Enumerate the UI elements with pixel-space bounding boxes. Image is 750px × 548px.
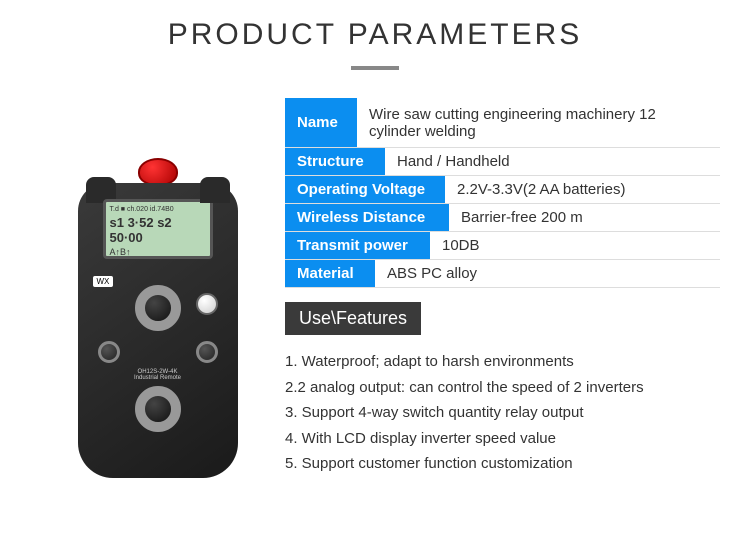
- spec-row: Wireless DistanceBarrier-free 200 m: [285, 204, 720, 232]
- spec-value: Wire saw cutting engineering machinery 1…: [357, 98, 720, 147]
- knob-1-icon: [135, 285, 181, 331]
- estop-button-icon: [138, 158, 178, 186]
- spec-label: Transmit power: [285, 232, 430, 259]
- spec-area: NameWire saw cutting engineering machine…: [285, 98, 720, 478]
- screen-values: s1 3·52 s2 50·00: [110, 215, 206, 245]
- spec-value: Barrier-free 200 m: [449, 204, 720, 231]
- feature-item: 3. Support 4-way switch quantity relay o…: [285, 400, 720, 426]
- spec-value: ABS PC alloy: [375, 260, 720, 287]
- spec-value: 10DB: [430, 232, 720, 259]
- spec-label: Operating Voltage: [285, 176, 445, 203]
- spec-row: Transmit power10DB: [285, 232, 720, 260]
- spec-row: MaterialABS PC alloy: [285, 260, 720, 288]
- feature-item: 2.2 analog output: can control the speed…: [285, 375, 720, 401]
- spec-row: NameWire saw cutting engineering machine…: [285, 98, 720, 148]
- screen-status: T.d ■ ch.020 id.74B0: [110, 206, 206, 213]
- lcd-screen: T.d ■ ch.020 id.74B0 s1 3·52 s2 50·00 A↑…: [103, 199, 213, 259]
- feature-item: 5. Support customer function customizati…: [285, 451, 720, 477]
- spec-label: Material: [285, 260, 375, 287]
- remote-illustration: T.d ■ ch.020 id.74B0 s1 3·52 s2 50·00 A↑…: [78, 158, 238, 478]
- model-label: OH12S-2W-4K Industrial Remote: [93, 369, 223, 381]
- joystick-right-icon: [196, 341, 218, 363]
- joystick-left-icon: [98, 341, 120, 363]
- knob-2-icon: [135, 386, 181, 432]
- features-header: Use\Features: [285, 302, 421, 335]
- spec-value: 2.2V-3.3V(2 AA batteries): [445, 176, 720, 203]
- white-button-icon: [196, 293, 218, 315]
- product-image-area: T.d ■ ch.020 id.74B0 s1 3·52 s2 50·00 A↑…: [30, 98, 285, 478]
- page-title: PRODUCT PARAMETERS: [0, 0, 750, 52]
- spec-label: Structure: [285, 148, 385, 175]
- spec-value: Hand / Handheld: [385, 148, 720, 175]
- brand-label: WX: [93, 276, 114, 287]
- screen-indicators: A↑B↑: [110, 247, 206, 257]
- spec-row: StructureHand / Handheld: [285, 148, 720, 176]
- feature-item: 4. With LCD display inverter speed value: [285, 426, 720, 452]
- feature-item: 1. Waterproof; adapt to harsh environmen…: [285, 349, 720, 375]
- features-list: 1. Waterproof; adapt to harsh environmen…: [285, 349, 720, 477]
- spec-row: Operating Voltage2.2V-3.3V(2 AA batterie…: [285, 176, 720, 204]
- spec-label: Wireless Distance: [285, 204, 449, 231]
- spec-label: Name: [285, 98, 357, 147]
